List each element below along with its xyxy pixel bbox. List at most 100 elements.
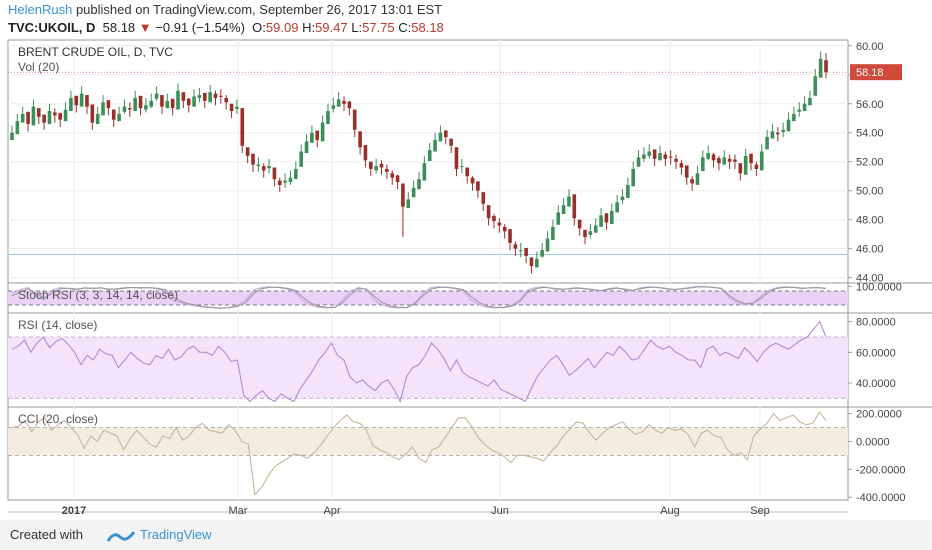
candle-body: [529, 257, 534, 267]
candle-body: [160, 95, 164, 107]
candle-body: [261, 166, 266, 171]
candle-body: [31, 106, 36, 126]
y-tick-label: 52.00: [856, 157, 884, 169]
candle-body: [808, 97, 812, 106]
candle-body: [476, 181, 480, 191]
tradingview-brand-link[interactable]: TradingView: [140, 527, 212, 542]
candle-body: [593, 225, 598, 233]
candle-body: [10, 132, 14, 140]
candle-body: [604, 213, 609, 223]
candle-body: [133, 97, 137, 112]
publish-info: published on TradingView.com, September …: [75, 2, 443, 17]
candle-body: [53, 112, 57, 116]
candle-body: [219, 95, 223, 97]
candle-body: [170, 98, 175, 109]
candle-body: [652, 149, 657, 159]
candle-body: [577, 219, 582, 229]
candle-body: [776, 132, 780, 135]
candle-body: [513, 244, 518, 249]
candle-body: [267, 166, 271, 169]
last-price-tag-label: 58.18: [856, 67, 884, 79]
indicator-series-line: [11, 320, 827, 403]
author-link[interactable]: HelenRush: [8, 2, 73, 17]
y-tick-label: 100.0000: [856, 281, 902, 293]
candle-body: [111, 109, 116, 120]
candle-body: [401, 183, 405, 207]
candle-body: [74, 95, 79, 106]
candle-body: [320, 122, 325, 142]
candle-body: [765, 137, 769, 150]
y-tick-label: 54.00: [856, 128, 884, 140]
candle-body: [733, 159, 737, 162]
candle-body: [636, 157, 641, 167]
low-value: 57.75: [362, 20, 395, 35]
candle-body: [117, 113, 121, 122]
candle-body: [701, 157, 705, 172]
volume-overlay-label: Vol (20): [18, 60, 59, 74]
candle-body: [433, 139, 437, 152]
candle-body: [288, 177, 293, 183]
candle-body: [690, 179, 694, 184]
candle-body: [406, 199, 411, 209]
candle-body: [786, 119, 791, 132]
candle-body: [824, 60, 828, 73]
symbol-label: TVC:UKOIL, D: [8, 20, 96, 35]
candle-body: [315, 130, 320, 140]
candle-body: [395, 175, 400, 183]
candle-body: [609, 210, 614, 225]
candle-body: [556, 212, 561, 225]
candle-body: [385, 168, 389, 172]
candle-body: [508, 229, 512, 243]
candle-body: [336, 99, 341, 107]
y-tick-label: 50.00: [856, 186, 884, 198]
candle-body: [90, 104, 95, 123]
candle-body: [572, 194, 577, 219]
candle-body: [668, 156, 673, 158]
candle-body: [390, 173, 395, 178]
candle-body: [192, 96, 196, 107]
indicator-series-line: [11, 411, 827, 496]
candle-body: [251, 153, 255, 165]
candle-body: [213, 93, 218, 98]
x-tick-label: Sep: [750, 505, 770, 517]
candle-body: [79, 93, 84, 107]
candle-body: [727, 158, 732, 162]
x-tick-label: Apr: [323, 505, 340, 517]
candle-body: [310, 132, 314, 143]
candle-body: [497, 222, 502, 226]
candle-body: [197, 95, 202, 98]
chart-canvas[interactable]: 2017MarAprJunAugSep60.0058.0056.0054.005…: [0, 0, 932, 520]
candle-body: [802, 103, 807, 112]
candle-body: [411, 187, 416, 198]
candle-body: [224, 97, 229, 103]
y-tick-label: -400.0000: [856, 492, 906, 504]
candle-body: [294, 168, 298, 180]
candle-body: [743, 155, 748, 175]
candle-body: [165, 100, 170, 109]
candle-body: [208, 92, 212, 103]
y-tick-label: -200.0000: [856, 464, 906, 476]
candle-body: [63, 109, 68, 122]
candle-body: [26, 111, 30, 125]
ohlc-line: TVC:UKOIL, D 58.18 ▼ −0.91 (−1.54%) O:59…: [8, 20, 444, 35]
indicator-band: [8, 291, 848, 305]
created-with-label: Created with: [10, 527, 83, 542]
candle-body: [797, 109, 802, 112]
candle-body: [144, 105, 148, 110]
candle-body: [599, 215, 603, 227]
y-tick-label: 48.00: [856, 215, 884, 227]
last-price: 58.18: [102, 20, 136, 35]
candle-body: [326, 111, 330, 125]
y-tick-label: 56.00: [856, 99, 884, 111]
candle-body: [465, 167, 469, 177]
candle-body: [492, 216, 496, 222]
candle-body: [422, 163, 427, 181]
candle-body: [620, 196, 625, 201]
candle-body: [658, 153, 662, 161]
candle-body: [128, 108, 132, 110]
candle-body: [181, 92, 186, 101]
indicator-title: CCI (20, close): [18, 412, 98, 426]
candle-body: [235, 106, 239, 109]
candle-body: [331, 105, 336, 109]
indicator-title: Stoch RSI (3, 3, 14, 14, close): [18, 288, 178, 302]
